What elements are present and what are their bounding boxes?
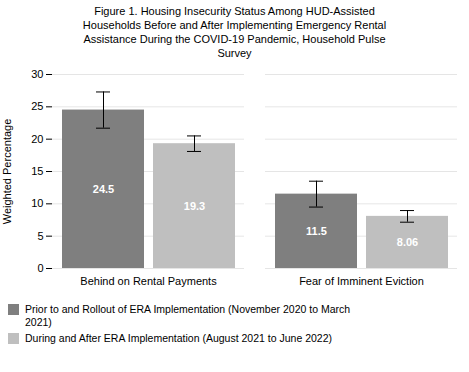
- svg-text:15: 15: [31, 165, 43, 177]
- svg-text:5: 5: [37, 230, 43, 242]
- svg-text:25: 25: [31, 100, 43, 112]
- svg-text:Weighted Percentage: Weighted Percentage: [1, 119, 13, 225]
- html-text:During and After ERA Implement: During and After ERA Implementation (Aug…: [25, 332, 332, 344]
- svg-text:Behind on Rental Payments: Behind on Rental Payments: [80, 275, 217, 287]
- svg-text:19.3: 19.3: [184, 200, 205, 212]
- svg-text:10: 10: [31, 197, 43, 209]
- svg-text:24.5: 24.5: [93, 183, 114, 195]
- svg-text:8.06: 8.06: [397, 236, 418, 248]
- html-text:Prior to and Rollout of ERA Im: Prior to and Rollout of ERA Implementati…: [25, 303, 351, 328]
- html-text:Figure 1. Housing Insecurity S: Figure 1. Housing Insecurity Status Amon…: [94, 5, 375, 17]
- html-text:Survey: Survey: [217, 47, 252, 59]
- svg-text:Fear of Imminent Eviction: Fear of Imminent Eviction: [299, 275, 424, 287]
- html-text:Assistance During the COVID-19: Assistance During the COVID-19 Pandemic,…: [83, 33, 386, 45]
- svg-text:0: 0: [37, 262, 43, 274]
- svg-text:30: 30: [31, 68, 43, 80]
- svg-text:20: 20: [31, 133, 43, 145]
- html-text:Households Before and After Im: Households Before and After Implementing…: [82, 19, 387, 31]
- svg-text:11.5: 11.5: [306, 225, 327, 237]
